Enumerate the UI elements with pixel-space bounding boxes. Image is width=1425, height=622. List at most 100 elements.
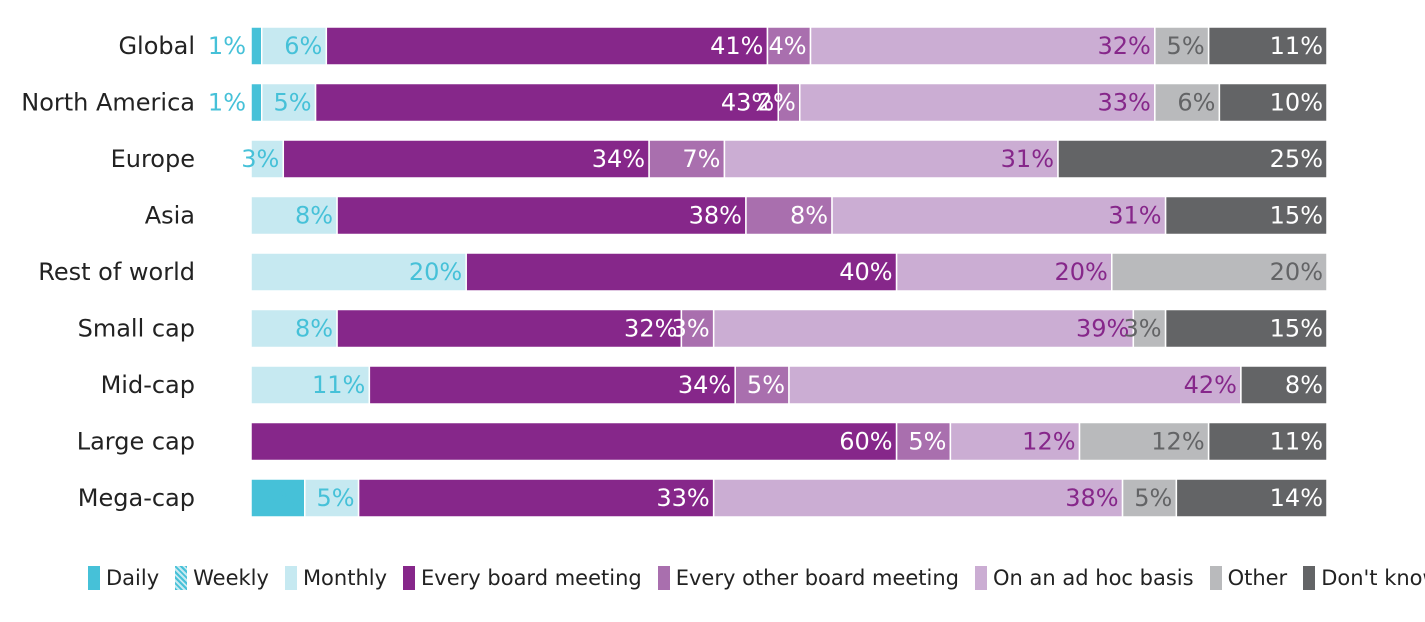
value-label-small-cap-don-t-know: 15% bbox=[1270, 315, 1323, 343]
value-label-rest-of-world-every-board-meeting: 40% bbox=[839, 258, 892, 286]
value-label-mid-cap-on-an-ad-hoc-basis: 42% bbox=[1184, 371, 1237, 399]
value-label-north-america-monthly: 5% bbox=[273, 89, 311, 117]
outside-value-label-north-america: 1% bbox=[208, 89, 246, 117]
value-label-global-don-t-know: 11% bbox=[1270, 32, 1323, 60]
legend-swatch-every-other-board-meeting bbox=[657, 566, 670, 590]
value-label-mid-cap-every-board-meeting: 34% bbox=[678, 371, 731, 399]
bar-segment-asia-every-board-meeting bbox=[336, 195, 747, 236]
value-label-global-monthly: 6% bbox=[284, 32, 322, 60]
bar-segment-small-cap-every-other-board-meeting bbox=[680, 308, 715, 349]
bar-segment-mid-cap-don-t-know bbox=[1240, 365, 1328, 405]
legend-item-daily: Daily bbox=[88, 566, 159, 590]
category-label-mid-cap: Mid-cap bbox=[101, 371, 195, 399]
legend-item-every-board-meeting: Every board meeting bbox=[403, 566, 642, 590]
value-label-north-america-don-t-know: 10% bbox=[1270, 89, 1323, 117]
bar-segment-large-cap-every-other-board-meeting bbox=[895, 421, 952, 462]
legend-item-don-t-know: Don't know bbox=[1303, 566, 1425, 590]
legend-item-weekly: Weekly bbox=[175, 566, 269, 590]
value-label-large-cap-every-board-meeting: 60% bbox=[839, 428, 892, 456]
value-label-global-other: 5% bbox=[1167, 32, 1205, 60]
legend: Daily Weekly Monthly Every board meeting Eve… bbox=[88, 563, 1425, 593]
legend-swatch-other bbox=[1209, 566, 1222, 590]
bar-segment-large-cap-other bbox=[1078, 421, 1210, 462]
bar-segment-global-don-t-know bbox=[1207, 26, 1328, 66]
bar-segment-mega-cap-daily bbox=[250, 478, 306, 518]
stacked-bar-chart: Global 6% 41% 4% 32% 5% 11% 1% North America 5% 43… bbox=[21, 26, 1328, 518]
legend-swatch-monthly bbox=[284, 566, 297, 590]
bar-segment-north-america-other bbox=[1154, 82, 1221, 123]
value-label-europe-every-other-board-meeting: 7% bbox=[682, 145, 720, 173]
legend-label-on-an-ad-hoc-basis: On an ad hoc basis bbox=[993, 566, 1194, 590]
bar-segment-mega-cap-monthly bbox=[304, 478, 360, 518]
value-label-small-cap-on-an-ad-hoc-basis: 39% bbox=[1076, 315, 1129, 343]
bar-segment-mega-cap-on-an-ad-hoc-basis bbox=[712, 478, 1124, 518]
bar-segment-asia-don-t-know bbox=[1164, 195, 1328, 236]
legend-swatch-on-an-ad-hoc-basis bbox=[975, 566, 988, 590]
category-label-asia: Asia bbox=[145, 202, 195, 230]
value-label-mega-cap-don-t-know: 14% bbox=[1270, 484, 1323, 512]
value-label-europe-on-an-ad-hoc-basis: 31% bbox=[1001, 145, 1054, 173]
value-label-north-america-every-board-meeting: 43% bbox=[721, 89, 774, 117]
legend-swatch-daily bbox=[88, 566, 100, 590]
legend-item-monthly: Monthly bbox=[284, 566, 388, 590]
value-label-mega-cap-monthly: 5% bbox=[317, 484, 355, 512]
bar-segment-mid-cap-every-other-board-meeting bbox=[734, 365, 790, 405]
legend-label-don-t-know: Don't know bbox=[1321, 566, 1425, 590]
bar-segment-north-america-don-t-know bbox=[1218, 82, 1328, 123]
value-label-small-cap-other: 3% bbox=[1124, 315, 1162, 343]
bar-segment-mid-cap-monthly bbox=[250, 365, 371, 405]
legend-swatch-don-t-know bbox=[1303, 566, 1316, 590]
bar-segment-global-every-board-meeting bbox=[325, 26, 769, 66]
value-label-europe-monthly: 3% bbox=[241, 145, 279, 173]
bar-segment-mega-cap-every-board-meeting bbox=[357, 478, 715, 518]
bar-segment-small-cap-every-board-meeting bbox=[336, 308, 683, 349]
category-label-global: Global bbox=[118, 32, 195, 60]
bar-segment-europe-every-other-board-meeting bbox=[648, 139, 726, 179]
value-label-asia-every-other-board-meeting: 8% bbox=[790, 202, 828, 230]
bar-segment-large-cap-on-an-ad-hoc-basis bbox=[949, 421, 1081, 462]
legend-swatch-weekly bbox=[175, 566, 188, 590]
value-label-mid-cap-don-t-know: 8% bbox=[1285, 371, 1323, 399]
value-label-europe-every-board-meeting: 34% bbox=[592, 145, 645, 173]
value-label-mega-cap-daily: 5% bbox=[263, 484, 301, 512]
value-label-mega-cap-on-an-ad-hoc-basis: 38% bbox=[1065, 484, 1118, 512]
category-label-mega-cap: Mega-cap bbox=[78, 484, 195, 512]
outside-value-label-global: 1% bbox=[208, 32, 246, 60]
bar-segment-large-cap-every-board-meeting bbox=[250, 421, 898, 462]
value-label-large-cap-don-t-know: 11% bbox=[1270, 428, 1323, 456]
legend-label-monthly: Monthly bbox=[302, 566, 388, 590]
bar-segment-north-america-on-an-ad-hoc-basis bbox=[799, 82, 1156, 123]
bar-segment-global-daily bbox=[250, 26, 263, 66]
bar-segment-large-cap-don-t-know bbox=[1207, 421, 1328, 462]
value-label-small-cap-every-other-board-meeting: 3% bbox=[672, 315, 710, 343]
value-label-global-every-board-meeting: 41% bbox=[710, 32, 763, 60]
value-label-mega-cap-every-board-meeting: 33% bbox=[656, 484, 709, 512]
bar-segment-global-on-an-ad-hoc-basis bbox=[809, 26, 1156, 66]
bar-segment-mega-cap-don-t-know bbox=[1175, 478, 1328, 518]
category-label-large-cap: Large cap bbox=[77, 428, 195, 456]
legend-item-other: Other bbox=[1209, 566, 1287, 590]
bar-segment-europe-don-t-know bbox=[1057, 139, 1328, 179]
value-label-small-cap-monthly: 8% bbox=[295, 315, 333, 343]
value-label-asia-every-board-meeting: 38% bbox=[689, 202, 742, 230]
value-label-mega-cap-other: 5% bbox=[1134, 484, 1172, 512]
value-label-small-cap-every-board-meeting: 32% bbox=[624, 315, 677, 343]
bar-segment-europe-monthly bbox=[250, 139, 285, 179]
bar-segment-north-america-daily bbox=[250, 82, 263, 123]
bar-segment-rest-of-world-other bbox=[1111, 252, 1328, 292]
value-label-north-america-every-other-board-meeting: 2% bbox=[758, 89, 796, 117]
category-label-rest-of-world: Rest of world bbox=[38, 258, 195, 286]
category-label-europe: Europe bbox=[111, 145, 195, 173]
category-label-small-cap: Small cap bbox=[78, 315, 195, 343]
legend-item-on-an-ad-hoc-basis: On an ad hoc basis bbox=[975, 566, 1194, 590]
bar-segment-small-cap-on-an-ad-hoc-basis bbox=[712, 308, 1135, 349]
legend-label-every-board-meeting: Every board meeting bbox=[421, 566, 642, 590]
bar-segment-mid-cap-on-an-ad-hoc-basis bbox=[788, 365, 1242, 405]
bar-segment-mega-cap-other bbox=[1121, 478, 1178, 518]
bar-segment-global-monthly bbox=[261, 26, 328, 66]
value-label-north-america-other: 6% bbox=[1177, 89, 1215, 117]
legend-label-weekly: Weekly bbox=[193, 566, 269, 590]
bar-segment-asia-on-an-ad-hoc-basis bbox=[831, 195, 1167, 236]
legend-label-daily: Daily bbox=[106, 566, 160, 590]
value-label-asia-don-t-know: 15% bbox=[1270, 202, 1323, 230]
